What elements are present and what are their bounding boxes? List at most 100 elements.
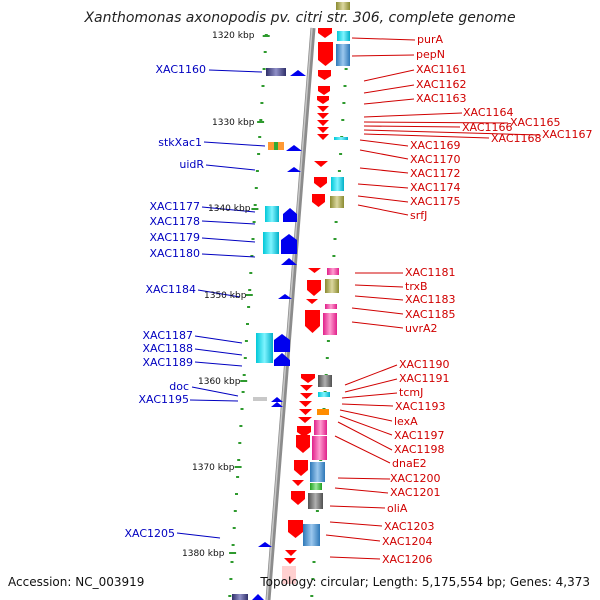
scale-tick: [311, 578, 315, 580]
kbp-label: 1340 kbp: [208, 204, 251, 214]
kbp-label: 1320 kbp: [212, 31, 255, 41]
gene-label[interactable]: XAC1193: [395, 400, 446, 413]
gene-label[interactable]: XAC1189: [142, 356, 193, 369]
gene-label[interactable]: XAC1195: [138, 393, 189, 406]
gene-label[interactable]: XAC1187: [142, 329, 193, 342]
scale-tick: [231, 544, 235, 546]
gene-label[interactable]: dnaE2: [392, 457, 427, 470]
gene-block: [334, 137, 348, 140]
gene-label[interactable]: XAC1165: [510, 116, 561, 129]
gene-arrow: [301, 374, 315, 383]
gene-arrow: [305, 310, 320, 333]
gene-label[interactable]: trxB: [405, 280, 428, 293]
gene-label[interactable]: XAC1169: [410, 139, 461, 152]
gene-label[interactable]: XAC1161: [416, 63, 467, 76]
scale-tick: [229, 578, 233, 580]
gene-label[interactable]: srfJ: [410, 209, 427, 222]
gene-arrow: [318, 28, 332, 38]
kbp-label: 1350 kbp: [204, 291, 247, 301]
gene-arrow: [317, 113, 329, 119]
gene-label[interactable]: uidR: [179, 158, 204, 171]
gene-label[interactable]: lexA: [394, 415, 418, 428]
gene-label[interactable]: stkXac1: [158, 136, 202, 149]
gene-label[interactable]: XAC1177: [149, 200, 200, 213]
gene-block: [253, 397, 267, 401]
gene-label[interactable]: XAC1188: [142, 342, 193, 355]
scale-tick: [250, 255, 254, 257]
gene-label[interactable]: XAC1185: [405, 308, 456, 321]
gene-label[interactable]: XAC1178: [149, 215, 200, 228]
scale-tick: [244, 340, 248, 342]
gene-arrow: [271, 402, 283, 407]
gene-label[interactable]: XAC1197: [394, 429, 445, 442]
gene-label[interactable]: XAC1206: [382, 553, 433, 566]
scale-tick: [342, 102, 346, 104]
gene-label[interactable]: XAC1170: [410, 153, 461, 166]
kbp-scale-labels: 1320 kbp 1330 kbp 1340 kbp 1350 kbp 1360…: [182, 31, 255, 559]
gene-arrow: [318, 42, 333, 66]
gene-label[interactable]: XAC1201: [390, 486, 441, 499]
gene-label[interactable]: XAC1168: [491, 132, 542, 145]
kbp-label: 1380 kbp: [182, 549, 225, 559]
scale-tick: [255, 170, 259, 172]
gene-label[interactable]: tcmJ: [399, 386, 423, 399]
gene-arrow: [306, 299, 318, 304]
gene-arrow: [317, 120, 329, 126]
gene-arrow: [300, 393, 313, 399]
gene-label[interactable]: oliA: [387, 502, 408, 515]
gene-label[interactable]: XAC1164: [463, 106, 514, 119]
scale-tick: [236, 476, 240, 478]
gene-label[interactable]: XAC1162: [416, 78, 467, 91]
gene-block: [317, 409, 329, 415]
gene-label[interactable]: XAC1179: [149, 231, 200, 244]
gene-arrow: [317, 134, 329, 140]
gene-label[interactable]: XAC1160: [155, 63, 206, 76]
gene-arrow: [300, 385, 313, 391]
scale-tick: [344, 68, 348, 70]
gene-label[interactable]: XAC1200: [390, 472, 441, 485]
gene-label[interactable]: XAC1167: [542, 128, 593, 141]
scale-tick: [333, 238, 337, 240]
gene-label[interactable]: XAC1184: [145, 283, 196, 296]
gene-label[interactable]: XAC1172: [410, 167, 461, 180]
gene-block: [266, 68, 286, 76]
gene-label[interactable]: uvrA2: [405, 322, 438, 335]
gene-label[interactable]: XAC1180: [149, 247, 200, 260]
gene-arrow: [296, 435, 310, 453]
gene-block: [318, 375, 332, 387]
gene-arrow: [284, 558, 296, 564]
gene-label[interactable]: XAC1205: [124, 527, 175, 540]
accession-text: Accession: NC_003919: [8, 575, 144, 589]
gene-arrow: [317, 96, 329, 104]
gene-label[interactable]: doc: [169, 380, 189, 393]
gene-label[interactable]: XAC1198: [394, 443, 445, 456]
scale-tick: [249, 272, 253, 274]
scale-tick: [228, 595, 232, 597]
gene-label[interactable]: XAC1175: [410, 195, 461, 208]
gene-label[interactable]: purA: [417, 33, 443, 46]
scale-tick: [242, 374, 246, 376]
gene-block: [323, 313, 337, 335]
gene-label[interactable]: pepN: [416, 48, 445, 61]
gene-label[interactable]: XAC1204: [382, 535, 433, 548]
gene-arrow: [283, 208, 297, 222]
gene-block: [232, 594, 248, 600]
gene-label[interactable]: XAC1183: [405, 293, 456, 306]
scale-tick: [337, 170, 341, 172]
right-leader-lines: [325, 37, 541, 560]
gene-label[interactable]: XAC1174: [410, 181, 461, 194]
scale-tick: [233, 510, 237, 512]
gene-label[interactable]: XAC1181: [405, 266, 456, 279]
gene-label[interactable]: XAC1191: [399, 372, 450, 385]
kbp-label: 1370 kbp: [192, 463, 235, 473]
scale-tick: [232, 527, 236, 529]
scale-tick: [334, 221, 338, 223]
gene-block: [325, 279, 339, 293]
scale-tick: [230, 561, 234, 563]
gene-label[interactable]: XAC1166: [462, 121, 513, 134]
right-gene-labels: purA pepN XAC1161 XAC1162 XAC1163 XAC116…: [382, 33, 593, 566]
gene-label[interactable]: XAC1163: [416, 92, 467, 105]
gene-label[interactable]: XAC1203: [384, 520, 435, 533]
gene-label[interactable]: XAC1190: [399, 358, 450, 371]
